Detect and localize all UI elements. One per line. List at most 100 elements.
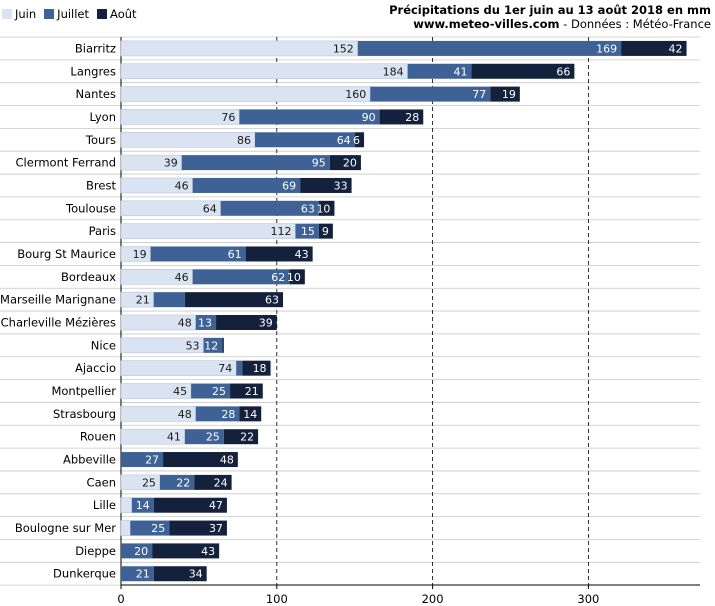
category-label: Dunkerque	[53, 567, 116, 581]
bar-segment	[120, 428, 186, 445]
bar-segment	[120, 40, 359, 57]
bar-segment	[120, 109, 240, 125]
data-label: 20	[134, 545, 148, 558]
data-label: 69	[282, 179, 296, 192]
bar-segment	[184, 292, 284, 308]
bar-segment	[318, 223, 333, 239]
data-label: 37	[209, 522, 223, 535]
data-label: 19	[133, 248, 147, 261]
bar-segment	[169, 520, 227, 536]
data-label: 48	[220, 454, 234, 467]
data-label: 43	[201, 545, 215, 558]
data-label: 74	[218, 362, 232, 375]
bar-segment	[120, 223, 296, 239]
bar-segment	[194, 474, 232, 490]
category-label: Dieppe	[75, 544, 116, 558]
chart-header: Précipitations du 1er juin au 13 août 20…	[389, 3, 711, 31]
data-label: 14	[136, 499, 150, 512]
bar-segment	[220, 200, 319, 216]
bar-segment	[184, 429, 224, 445]
data-label: 28	[405, 111, 419, 124]
legend-label-aout: Août	[110, 7, 137, 21]
bar-segment	[120, 360, 237, 376]
data-label: 9	[322, 225, 329, 238]
bar-segment	[223, 429, 259, 445]
data-label: 41	[167, 431, 181, 444]
category-label: Charleville Mézières	[1, 316, 116, 330]
data-label: 21	[136, 294, 150, 307]
bar-segment	[370, 86, 491, 102]
data-label: 61	[228, 248, 242, 261]
data-label: 47	[209, 499, 223, 512]
bar-segment	[230, 383, 263, 399]
data-label: 64	[337, 134, 351, 147]
bar-segment	[120, 497, 133, 514]
x-tick-label: 200	[422, 592, 444, 606]
category-label: Bordeaux	[61, 270, 116, 284]
bar-segment	[471, 63, 575, 79]
bar-segment	[120, 520, 131, 536]
data-label: 27	[145, 454, 159, 467]
data-label: 63	[265, 294, 279, 307]
bar-segment	[120, 131, 256, 148]
site-link[interactable]: www.meteo-villes.com	[413, 17, 560, 31]
bar-segment	[300, 177, 352, 193]
bar-segment	[329, 155, 361, 171]
bar-segment	[490, 86, 520, 102]
bar-segment	[216, 315, 277, 330]
category-label: Montpellier	[51, 384, 116, 398]
data-label: 152	[333, 42, 354, 55]
data-label: 25	[206, 431, 220, 444]
data-label: 12	[204, 339, 218, 352]
bar-segment	[195, 406, 240, 422]
category-label: Toulouse	[65, 201, 116, 215]
category-label: Bourg St Maurice	[17, 247, 116, 261]
category-label: Strasbourg	[53, 407, 116, 421]
bar-segment	[195, 315, 217, 330]
bar-segment	[121, 543, 153, 559]
bar-segment	[242, 360, 271, 376]
data-label: 18	[253, 362, 267, 375]
bar-segment	[354, 132, 365, 148]
data-label: 62	[271, 271, 285, 284]
data-label: 86	[237, 134, 251, 147]
data-label: 22	[240, 431, 254, 444]
bar-segment	[245, 246, 313, 262]
data-label: 112	[270, 225, 291, 238]
bar-segment	[121, 452, 164, 468]
data-label: 184	[383, 65, 404, 78]
bar-segment	[236, 360, 243, 376]
bar-segment	[159, 474, 195, 490]
data-label: 42	[669, 42, 683, 55]
data-label: 22	[176, 476, 190, 489]
category-label: Ajaccio	[75, 361, 116, 375]
data-label: 48	[178, 408, 192, 421]
bar-segment	[289, 269, 305, 285]
bar-segment	[153, 497, 227, 513]
data-label: 25	[151, 522, 165, 535]
legend-label-juillet: Juillet	[57, 7, 90, 21]
legend-swatch-juillet	[44, 9, 55, 19]
data-label: 63	[301, 202, 315, 215]
bar-segment	[318, 200, 335, 216]
bar-segment	[163, 452, 238, 468]
bar-segment	[295, 223, 319, 239]
legend: Juin Juillet Août	[2, 6, 145, 22]
x-tick-label: 300	[577, 592, 599, 606]
data-label: 43	[295, 248, 309, 261]
category-label: Paris	[89, 224, 116, 238]
category-label: Langres	[70, 64, 116, 78]
bar-segment	[379, 109, 424, 125]
data-label: 95	[312, 157, 326, 170]
data-label: 10	[316, 202, 330, 215]
bar-segment	[203, 337, 223, 353]
bar-segment	[192, 177, 301, 193]
data-label: 77	[472, 88, 486, 101]
legend-label-juin: Juin	[15, 7, 37, 21]
data-label: 28	[221, 408, 235, 421]
category-label: Clermont Ferrand	[16, 156, 116, 170]
data-label: 39	[259, 317, 273, 330]
bar-segment	[131, 497, 154, 513]
data-label: 15	[301, 225, 315, 238]
